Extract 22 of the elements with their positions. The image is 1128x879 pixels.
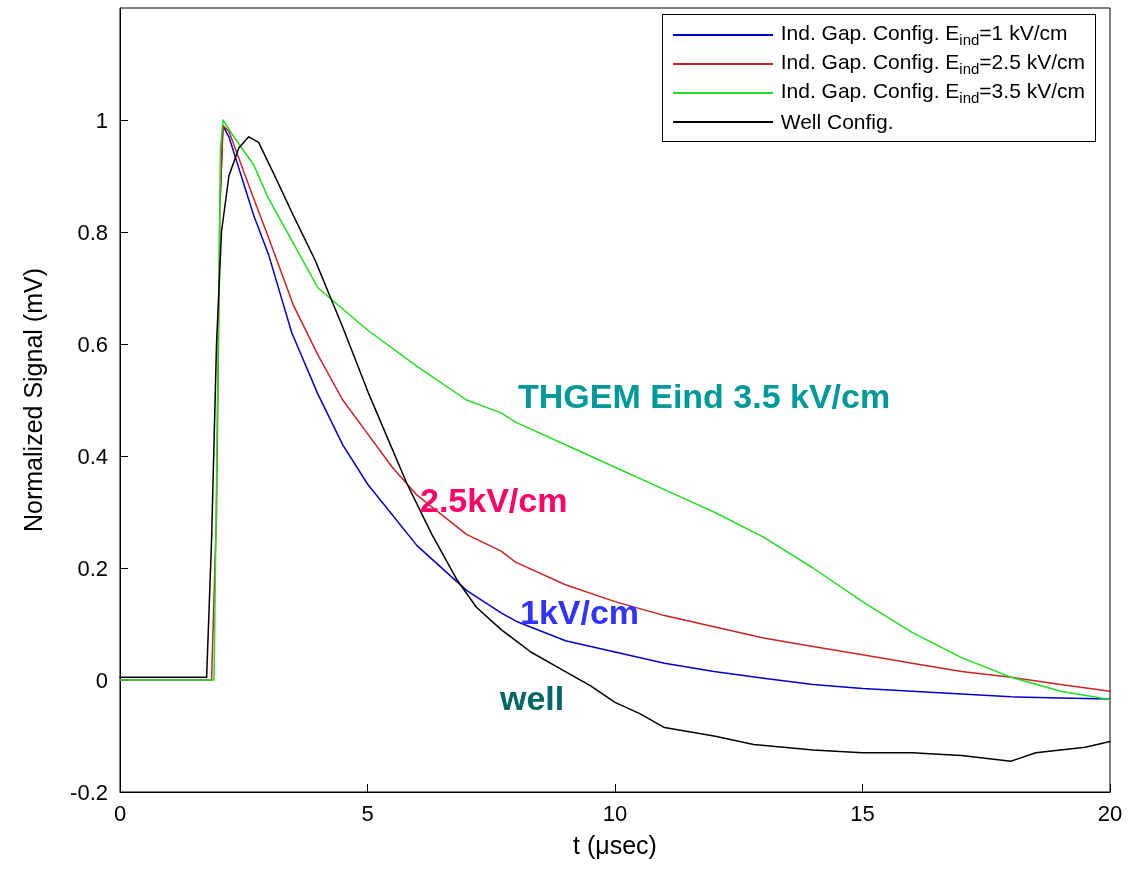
annotation: well — [499, 679, 565, 717]
y-tick-label: 0.2 — [77, 555, 108, 581]
y-tick-label: 0.6 — [77, 331, 108, 357]
y-tick-label: -0.2 — [70, 779, 108, 805]
annotation: 2.5kV/cm — [420, 481, 568, 519]
y-axis-title: Normalized Signal (mV) — [18, 268, 47, 532]
y-tick-label: 1 — [95, 107, 108, 133]
y-tick-label: 0.8 — [77, 219, 108, 245]
x-tick-label: 20 — [1097, 800, 1123, 826]
x-tick-label: 15 — [850, 800, 875, 826]
y-tick-label: 0 — [95, 667, 108, 693]
x-tick-label: 5 — [361, 800, 374, 826]
x-tick-label: 10 — [602, 800, 628, 826]
x-axis-title: t (μsec) — [573, 830, 657, 859]
x-tick-label: 0 — [113, 800, 127, 826]
legend-label: Ind. Gap. Config. E$_{ind}$=3.5 kV/cm — [780, 78, 1085, 107]
legend-label: Well Config. — [780, 109, 894, 134]
legend-label: Ind. Gap. Config. E$_{ind}$=2.5 kV/cm — [780, 49, 1085, 78]
y-tick-label: 0.4 — [77, 443, 108, 469]
annotation: THGEM Eind 3.5 kV/cm — [518, 377, 891, 415]
legend-label: Ind. Gap. Config. E$_{ind}$=1 kV/cm — [780, 20, 1068, 49]
annotation: 1kV/cm — [520, 593, 640, 631]
